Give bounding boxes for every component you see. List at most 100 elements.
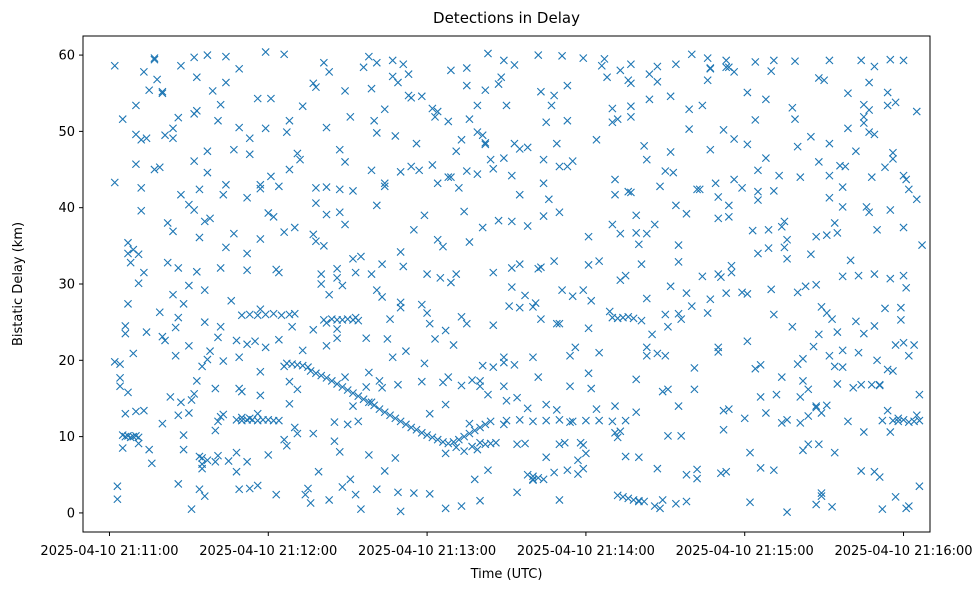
data-point — [642, 343, 651, 352]
data-point — [878, 505, 887, 514]
data-point — [724, 405, 733, 414]
data-point — [727, 268, 736, 277]
data-point — [306, 499, 315, 507]
data-point — [775, 171, 784, 180]
data-point — [235, 353, 244, 362]
data-point — [613, 115, 622, 124]
data-point — [134, 433, 143, 442]
data-point — [838, 363, 847, 372]
data-point — [261, 48, 270, 57]
data-point — [441, 504, 450, 513]
data-point — [891, 341, 900, 350]
data-point — [317, 280, 326, 288]
data-point — [764, 244, 773, 253]
data-point — [158, 419, 167, 428]
data-point — [833, 328, 842, 337]
data-point — [184, 200, 193, 209]
data-point — [793, 288, 802, 297]
data-point — [788, 103, 797, 112]
data-point — [568, 292, 577, 301]
data-point — [521, 439, 530, 448]
data-point — [393, 488, 402, 497]
data-point — [510, 360, 519, 369]
data-point — [380, 179, 389, 188]
data-point — [290, 423, 299, 432]
data-point — [682, 497, 691, 506]
data-point — [441, 449, 450, 458]
data-point — [558, 286, 567, 295]
data-point — [298, 361, 307, 370]
data-point — [870, 321, 879, 330]
data-point — [528, 475, 537, 484]
data-point — [674, 257, 683, 266]
data-point — [825, 139, 834, 148]
data-point — [367, 398, 376, 407]
data-point — [343, 386, 352, 395]
data-point — [465, 115, 474, 124]
data-point — [825, 193, 834, 202]
data-point — [176, 190, 185, 199]
data-point — [364, 450, 373, 459]
data-point — [682, 289, 691, 298]
data-point — [139, 406, 148, 415]
y-tick-label: 60 — [58, 49, 75, 64]
data-point — [706, 295, 715, 304]
data-point — [325, 495, 334, 504]
data-point — [584, 369, 593, 378]
data-point — [195, 185, 204, 194]
data-point — [161, 336, 170, 345]
data-point — [195, 485, 204, 494]
data-point — [838, 183, 847, 192]
data-point — [899, 56, 908, 65]
data-point — [857, 380, 866, 389]
data-point — [203, 147, 212, 156]
data-point — [372, 128, 381, 137]
data-point — [814, 73, 823, 82]
data-point — [539, 179, 548, 188]
data-point — [748, 226, 757, 235]
data-point — [626, 60, 635, 69]
data-point — [420, 211, 429, 220]
data-point — [261, 124, 270, 133]
data-point — [462, 64, 471, 73]
data-point — [436, 273, 445, 282]
data-point — [515, 260, 524, 269]
data-point — [362, 383, 371, 392]
data-point — [216, 263, 225, 272]
data-point — [830, 218, 839, 227]
data-point — [235, 123, 244, 132]
data-point — [499, 358, 508, 367]
data-point — [256, 305, 265, 314]
data-point — [791, 57, 799, 66]
data-point — [859, 428, 868, 437]
data-point — [433, 179, 442, 188]
data-point — [214, 417, 222, 426]
data-point — [380, 408, 389, 417]
data-point — [121, 329, 130, 338]
data-point — [862, 202, 871, 211]
data-point — [446, 278, 455, 287]
data-point — [473, 128, 482, 137]
data-point — [200, 492, 209, 501]
data-point — [563, 116, 572, 125]
data-point — [131, 101, 140, 110]
data-point — [555, 319, 564, 328]
data-point — [838, 346, 847, 355]
data-point — [243, 249, 252, 258]
data-point — [134, 250, 143, 259]
data-point — [791, 115, 799, 124]
data-point — [224, 457, 233, 466]
data-point — [568, 417, 577, 426]
data-point — [849, 383, 858, 392]
data-point — [396, 247, 405, 256]
data-point — [798, 376, 807, 385]
data-point — [417, 300, 426, 309]
data-point — [888, 154, 897, 163]
data-point — [211, 426, 220, 435]
data-point — [203, 456, 212, 465]
data-point — [616, 66, 625, 75]
data-point — [828, 315, 837, 324]
data-point — [333, 334, 342, 343]
data-point — [825, 56, 834, 65]
